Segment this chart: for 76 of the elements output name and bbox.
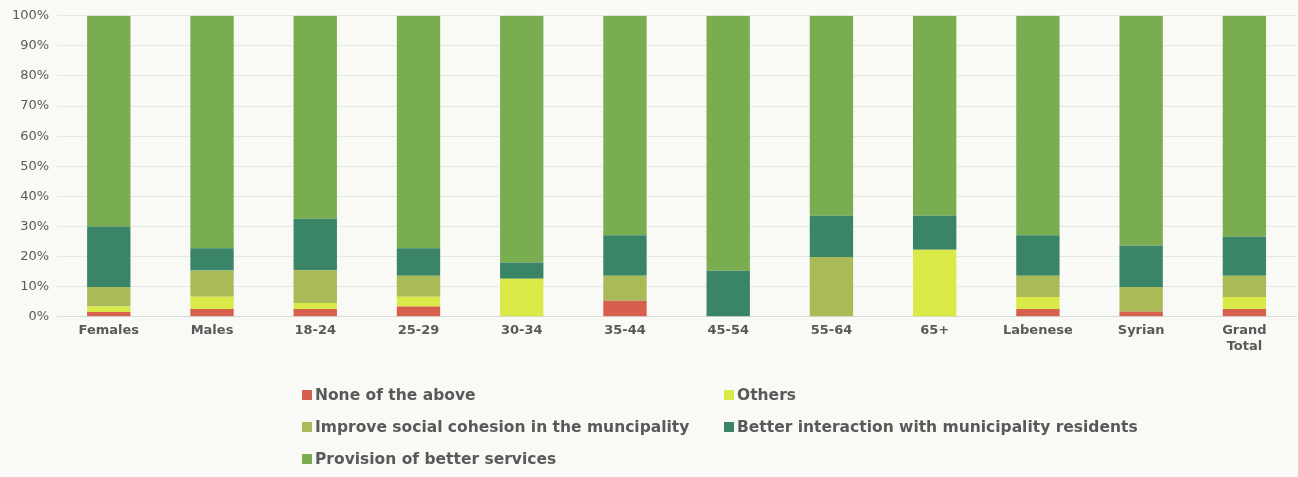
bar — [603, 235, 647, 276]
bar — [396, 15, 441, 249]
bar — [809, 256, 854, 317]
bar — [1119, 15, 1163, 246]
bar — [809, 215, 854, 257]
bar — [1016, 15, 1060, 236]
bar — [912, 15, 957, 216]
bar — [190, 270, 234, 297]
bar — [293, 302, 337, 309]
bar — [603, 300, 647, 317]
bar — [87, 226, 131, 287]
bar — [1016, 275, 1060, 297]
bar — [603, 275, 647, 301]
y-tick-label: 90% — [20, 37, 50, 53]
bar — [87, 15, 131, 227]
x-tick-label: Grand Total — [1222, 321, 1267, 353]
bar — [603, 15, 647, 236]
x-tick-label: 25-29 — [397, 321, 440, 337]
bar — [1016, 308, 1060, 317]
x-tick-label: Males — [190, 321, 234, 337]
bar — [1222, 15, 1267, 237]
bar — [1222, 308, 1267, 317]
bar — [190, 15, 234, 249]
bar — [190, 248, 234, 271]
y-tick-label: 50% — [20, 157, 50, 173]
bar — [87, 306, 131, 312]
bar — [293, 270, 337, 303]
x-tick-label: 55-64 — [810, 321, 853, 337]
bar — [500, 262, 544, 279]
y-tick-label: 70% — [20, 97, 50, 113]
bar — [1119, 245, 1163, 287]
bar — [293, 15, 337, 219]
y-tick-label: 20% — [20, 247, 50, 263]
bar — [912, 215, 957, 250]
bar — [87, 287, 131, 307]
bar — [1222, 236, 1267, 276]
legend-label: None of the above — [315, 386, 476, 404]
bar — [1119, 287, 1163, 312]
bar — [1016, 296, 1060, 309]
legend-label: Others — [737, 386, 797, 404]
bar — [396, 248, 441, 276]
bar — [396, 306, 441, 317]
legend-label: Provision of better services — [315, 450, 557, 468]
x-tick-label: 45-54 — [707, 321, 749, 337]
bar — [809, 15, 854, 216]
bar — [87, 311, 131, 317]
bar — [500, 15, 544, 263]
bar — [1222, 296, 1267, 309]
y-tick-label: 10% — [20, 278, 50, 294]
x-tick-label: Females — [78, 321, 140, 337]
y-tick-label: 0% — [28, 308, 50, 324]
x-tick-label: Labenese — [1003, 321, 1073, 337]
y-tick-label: 80% — [20, 67, 50, 83]
legend-label: Improve social cohesion in the muncipality — [315, 418, 690, 436]
x-tick-label: 18-24 — [294, 321, 337, 337]
bar — [396, 296, 441, 307]
x-tick-label: 35-44 — [604, 321, 646, 337]
y-tick-label: 30% — [20, 217, 50, 233]
y-tick-label: 60% — [20, 127, 50, 143]
bar — [396, 275, 441, 297]
bar — [1016, 235, 1060, 276]
bar — [190, 296, 234, 309]
bar — [293, 308, 337, 317]
bar — [190, 308, 234, 317]
bar — [293, 218, 337, 271]
x-tick-label: Syrian — [1117, 321, 1165, 337]
y-tick-label: 40% — [20, 187, 50, 203]
bar — [706, 270, 750, 317]
bar — [500, 278, 544, 317]
bar — [912, 249, 957, 317]
legend-label: Better interaction with municipality residents — [737, 418, 1138, 436]
bar — [1222, 275, 1267, 297]
y-tick-label: 100% — [11, 7, 50, 23]
x-tick-label: 30-34 — [500, 321, 543, 337]
bar — [706, 15, 750, 271]
x-tick-label: 65+ — [920, 321, 950, 337]
